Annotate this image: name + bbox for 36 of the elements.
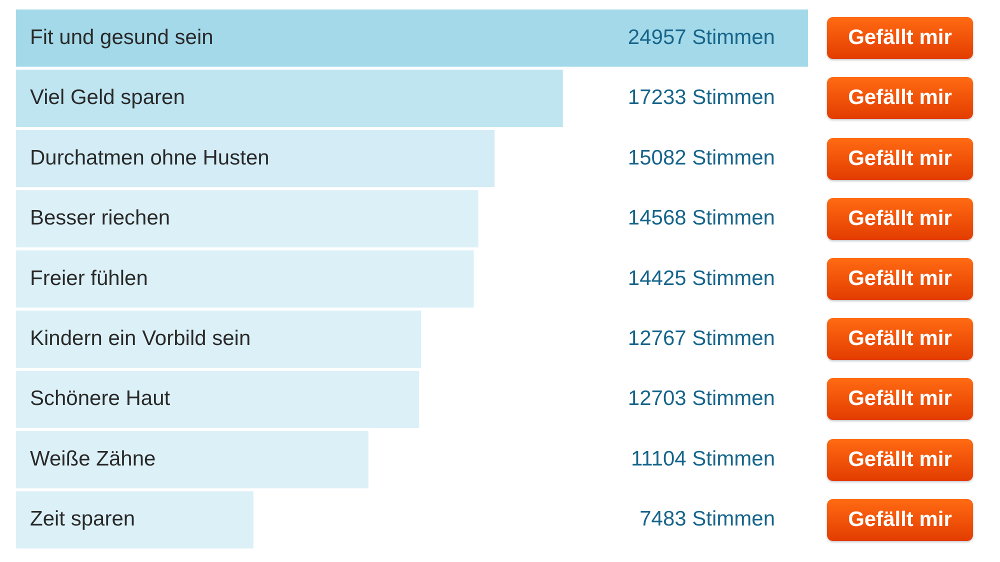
like-button: Gefällt mir: [827, 498, 973, 541]
bar: [16, 70, 563, 127]
like-button: Gefällt mir: [827, 77, 973, 120]
bar: [16, 310, 422, 368]
like-button: Gefällt mir: [827, 378, 973, 420]
bar: [16, 431, 368, 488]
like-button: Gefällt mir: [827, 318, 973, 360]
data-label: 12767 Stimmen: [628, 327, 775, 350]
y-tick-label: Durchatmen ohne Husten: [30, 146, 270, 170]
like-button: Gefällt mir: [827, 438, 973, 481]
y-tick-label: Viel Geld sparen: [30, 86, 185, 110]
bar: [16, 250, 474, 308]
bar: [16, 130, 495, 188]
data-label: 15082 Stimmen: [628, 146, 775, 170]
data-label: 14425 Stimmen: [628, 266, 775, 290]
bar: [16, 370, 420, 428]
y-tick-label: Freier fühlen: [30, 266, 148, 290]
data-label: 14568 Stimmen: [628, 206, 775, 230]
bar: [16, 190, 478, 248]
data-label: 11104 Stimmen: [631, 447, 775, 470]
like-button: Gefällt mir: [827, 138, 973, 180]
y-tick-label: Schönere Haut: [30, 387, 170, 410]
y-tick-label: Fit und gesund sein: [30, 26, 214, 49]
bar: [16, 491, 254, 548]
like-button: Gefällt mir: [827, 198, 973, 240]
y-tick-label: Zeit sparen: [30, 508, 136, 531]
like-button: Gefällt mir: [827, 17, 973, 60]
y-tick-label: Kindern ein Vorbild sein: [30, 327, 251, 350]
like-button: Gefällt mir: [827, 258, 973, 300]
data-label: 17233 Stimmen: [628, 86, 775, 110]
bar: [16, 10, 808, 67]
data-label: 7483 Stimmen: [640, 508, 775, 531]
data-label: 24957 Stimmen: [628, 26, 775, 49]
y-tick-label: Besser riechen: [30, 206, 170, 230]
y-tick-label: Weiße Zähne: [30, 447, 156, 470]
data-label: 12703 Stimmen: [628, 387, 775, 410]
